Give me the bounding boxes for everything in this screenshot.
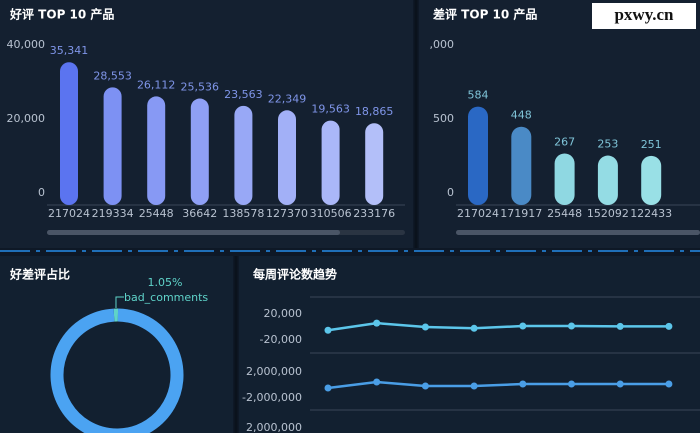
donut-slice: [50, 308, 184, 433]
y-tick-label: 20,000: [264, 307, 303, 320]
x-tick-label: 310506: [310, 207, 352, 220]
point: [568, 322, 575, 330]
value-label: 251: [641, 138, 662, 151]
value-label: 26,112: [137, 78, 176, 91]
point: [568, 380, 575, 388]
x-tick-label: 217024: [457, 207, 499, 220]
y-tick-label: 40,000: [7, 38, 46, 51]
point: [665, 380, 673, 388]
bar: [278, 110, 296, 205]
x-tick-label: 171917: [500, 207, 542, 220]
y-tick-label: 2,000,000: [246, 421, 302, 433]
value-label: 448: [511, 109, 532, 122]
x-tick-label: 25448: [547, 207, 582, 220]
value-label: 18,865: [355, 105, 394, 118]
value-label: 584: [468, 89, 489, 102]
bar: [234, 105, 253, 205]
y-tick-label: 2,000,000: [246, 365, 302, 378]
bar: [103, 87, 122, 205]
y-tick-label: 0: [38, 186, 45, 199]
y-tick-label: 500: [433, 112, 454, 125]
chart-title: 每周评论数趋势: [253, 267, 337, 282]
point: [470, 324, 478, 332]
chart-title: 好差评占比: [9, 267, 70, 282]
x-tick-label: 127370: [266, 207, 308, 220]
scrollbar-thumb: [47, 230, 340, 235]
y-tick-label: 0: [447, 186, 454, 199]
bar: [60, 62, 78, 206]
panel: [419, 0, 700, 248]
point: [470, 382, 478, 390]
point: [519, 322, 527, 330]
bar: [147, 96, 166, 205]
value-label: 19,563: [311, 103, 350, 116]
x-tick-label: 36642: [182, 207, 217, 220]
panel: [0, 256, 233, 433]
value-label: 267: [554, 135, 575, 148]
bar: [190, 98, 209, 205]
watermark: pxwy.cn: [614, 5, 674, 24]
x-tick-label: 122433: [630, 207, 672, 220]
x-tick-label: 25448: [139, 207, 174, 220]
y-tick-label: -2,000,000: [242, 391, 302, 404]
legend-label: bad_comments: [124, 291, 208, 304]
bar: [365, 123, 384, 205]
point: [373, 319, 381, 327]
line: [327, 380, 669, 390]
point: [324, 384, 332, 392]
point: [421, 323, 429, 331]
line: [327, 321, 669, 332]
value-label: 25,536: [181, 81, 220, 94]
point: [373, 378, 381, 386]
point: [421, 382, 429, 390]
y-tick-label: ,000: [430, 38, 455, 51]
value-label: 23,563: [224, 88, 263, 101]
watermark-bg: [592, 3, 696, 29]
value-label: 253: [597, 138, 618, 151]
leader-line: [115, 296, 124, 309]
y-tick-label: -20,000: [260, 333, 302, 346]
x-tick-label: 217024: [48, 207, 90, 220]
point: [616, 322, 624, 330]
bar: [468, 106, 488, 205]
bar: [597, 155, 618, 205]
bar: [511, 126, 532, 205]
bar: [554, 153, 575, 205]
x-tick-label: 233176: [353, 207, 395, 220]
panel: [239, 256, 700, 433]
x-tick-label: 138578: [222, 207, 264, 220]
point: [616, 380, 624, 388]
scrollbar-thumb: [456, 230, 700, 235]
chart-title: 差评 TOP 10 产品: [432, 7, 537, 22]
y-tick-label: 20,000: [7, 112, 46, 125]
value-label: 35,341: [50, 44, 89, 57]
value-label: 28,553: [93, 69, 132, 82]
point: [519, 380, 527, 388]
bar: [641, 155, 662, 205]
value-label: 22,349: [268, 92, 307, 105]
x-tick-label: 152092: [587, 207, 629, 220]
x-tick-label: 219334: [92, 207, 134, 220]
chart-title: 好评 TOP 10 产品: [9, 7, 114, 22]
value-label: 1.05%: [148, 276, 183, 289]
bar: [321, 120, 340, 205]
point: [665, 322, 673, 330]
point: [324, 326, 332, 334]
